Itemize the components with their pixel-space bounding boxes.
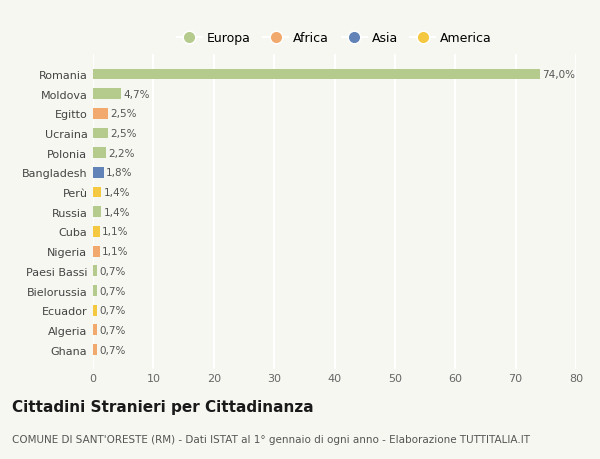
Text: 74,0%: 74,0% [542, 70, 575, 80]
Bar [93, 109, 108, 119]
Text: COMUNE DI SANT'ORESTE (RM) - Dati ISTAT al 1° gennaio di ogni anno - Elaborazion: COMUNE DI SANT'ORESTE (RM) - Dati ISTAT … [12, 434, 530, 444]
Bar [93, 285, 97, 296]
Bar [93, 129, 108, 139]
Legend: Europa, Africa, Asia, America: Europa, Africa, Asia, America [175, 30, 494, 48]
Bar [93, 207, 101, 218]
Text: 1,8%: 1,8% [106, 168, 133, 178]
Bar [93, 168, 104, 179]
Text: 2,5%: 2,5% [110, 129, 137, 139]
Text: 1,1%: 1,1% [102, 227, 128, 237]
Text: 0,7%: 0,7% [100, 286, 126, 296]
Text: 0,7%: 0,7% [100, 345, 126, 355]
Bar [93, 305, 97, 316]
Text: 2,5%: 2,5% [110, 109, 137, 119]
Text: 1,1%: 1,1% [102, 246, 128, 257]
Text: 0,7%: 0,7% [100, 266, 126, 276]
Text: 4,7%: 4,7% [124, 90, 150, 100]
Bar [93, 266, 97, 277]
Bar [93, 69, 540, 80]
Text: Cittadini Stranieri per Cittadinanza: Cittadini Stranieri per Cittadinanza [12, 399, 314, 414]
Text: 0,7%: 0,7% [100, 306, 126, 315]
Text: 0,7%: 0,7% [100, 325, 126, 335]
Bar [93, 246, 100, 257]
Text: 1,4%: 1,4% [104, 188, 130, 198]
Bar [93, 344, 97, 355]
Text: 2,2%: 2,2% [109, 148, 135, 158]
Bar [93, 148, 106, 159]
Bar [93, 89, 121, 100]
Bar [93, 325, 97, 336]
Text: 1,4%: 1,4% [104, 207, 130, 217]
Bar [93, 227, 100, 237]
Bar [93, 187, 101, 198]
